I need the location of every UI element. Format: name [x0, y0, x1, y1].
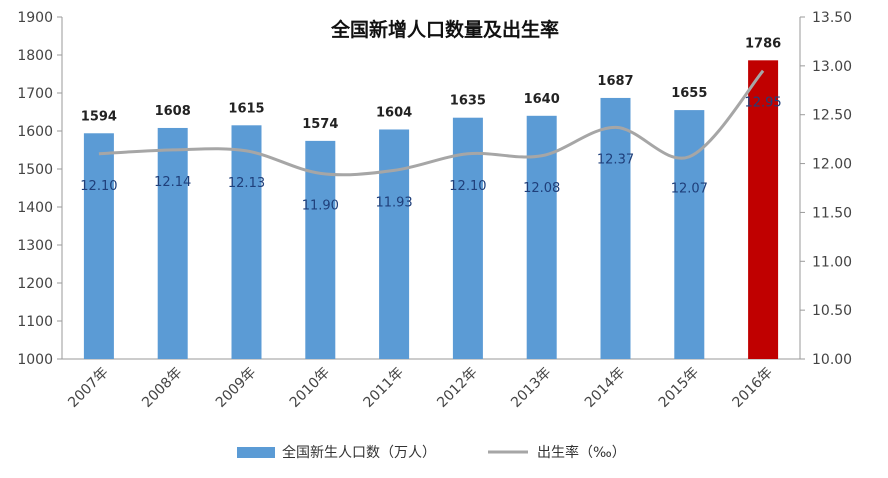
bar — [674, 110, 705, 359]
x-tick-labels: 2007年 2008年 2009年 2010年 2011年 2012年 2013年 2014年… — [65, 365, 776, 411]
bar — [748, 60, 779, 359]
data-labels: 1594 1608 1615 1574 1604 1635 1640 1687 1655 1786… — [80, 36, 781, 213]
rate-value-label: 12.10 — [80, 179, 117, 194]
bar — [83, 133, 114, 359]
bar — [600, 97, 631, 359]
legend-bar-label: 全国新生人口数（万人） — [282, 444, 436, 461]
rate-value-label: 11.93 — [375, 195, 412, 210]
axes: 1000 1100 1200 1300 1400 1500 1600 1700 1800 1900… — [17, 10, 852, 368]
rate-value-label: 12.10 — [449, 179, 486, 194]
left-axis-tick-label: 1000 — [17, 352, 53, 368]
line-series — [98, 69, 765, 177]
x-tick-label: 2014年 — [582, 365, 628, 411]
bar-value-label: 1604 — [376, 105, 412, 120]
bar-value-label: 1574 — [302, 117, 338, 132]
left-axis-tick-label: 1700 — [17, 86, 53, 102]
right-axis-tick-label: 13.00 — [812, 59, 852, 75]
right-axis-tick-label: 10.00 — [812, 352, 852, 368]
rate-line — [98, 69, 765, 177]
bar-value-label: 1655 — [671, 86, 707, 101]
rate-value-label: 12.95 — [744, 96, 781, 111]
x-tick-label: 2015年 — [656, 365, 702, 411]
x-tick-label: 2009年 — [213, 365, 259, 411]
bar-value-label: 1640 — [524, 92, 560, 107]
bar — [452, 117, 483, 359]
bar-value-label: 1687 — [597, 74, 633, 89]
bar-value-label: 1594 — [81, 109, 117, 124]
left-axis-tick-label: 1200 — [17, 276, 53, 292]
left-axis-tick-label: 1600 — [17, 124, 53, 140]
bar-value-label: 1608 — [155, 104, 191, 119]
bar-value-label: 1615 — [228, 101, 264, 116]
right-axis-tick-label: 13.50 — [812, 10, 852, 26]
x-tick-label: 2012年 — [434, 365, 480, 411]
bar-value-label: 1786 — [745, 36, 781, 51]
legend: 全国新生人口数（万人） 出生率（‰） — [237, 444, 626, 461]
bar — [379, 129, 410, 359]
x-tick-label: 2016年 — [730, 365, 776, 411]
rate-value-label: 12.37 — [597, 152, 634, 167]
rate-value-label: 12.07 — [671, 182, 708, 197]
left-axis-tick-label: 1400 — [17, 200, 53, 216]
bar — [231, 125, 262, 359]
bar — [157, 127, 188, 360]
right-axis-tick-label: 11.00 — [812, 254, 852, 270]
bar-value-label: 1635 — [450, 94, 486, 109]
left-axis-tick-label: 1300 — [17, 238, 53, 254]
legend-bar-swatch — [237, 447, 275, 458]
legend-line-label: 出生率（‰） — [537, 444, 626, 461]
right-axis-tick-label: 10.50 — [812, 303, 852, 319]
x-tick-label: 2008年 — [139, 365, 185, 411]
x-tick-label: 2007年 — [65, 365, 111, 411]
rate-value-label: 11.90 — [302, 198, 339, 213]
chart-title: 全国新增人口数量及出生率 — [330, 18, 559, 41]
x-tick-label: 2013年 — [508, 365, 554, 411]
left-axis-tick-label: 1500 — [17, 162, 53, 178]
rate-value-label: 12.08 — [523, 181, 560, 196]
x-tick-label: 2010年 — [287, 365, 333, 411]
rate-value-label: 12.14 — [154, 175, 191, 190]
rate-value-label: 12.13 — [228, 176, 265, 191]
right-axis-tick-label: 12.00 — [812, 157, 852, 173]
right-axis-tick-label: 12.50 — [812, 108, 852, 124]
x-tick-label: 2011年 — [361, 365, 407, 411]
bar-series — [83, 60, 779, 360]
left-axis-tick-label: 1900 — [17, 10, 53, 26]
bar — [305, 140, 336, 359]
left-axis-tick-label: 1800 — [17, 48, 53, 64]
left-axis-tick-label: 1100 — [17, 314, 53, 330]
right-axis-tick-label: 11.50 — [812, 205, 852, 221]
